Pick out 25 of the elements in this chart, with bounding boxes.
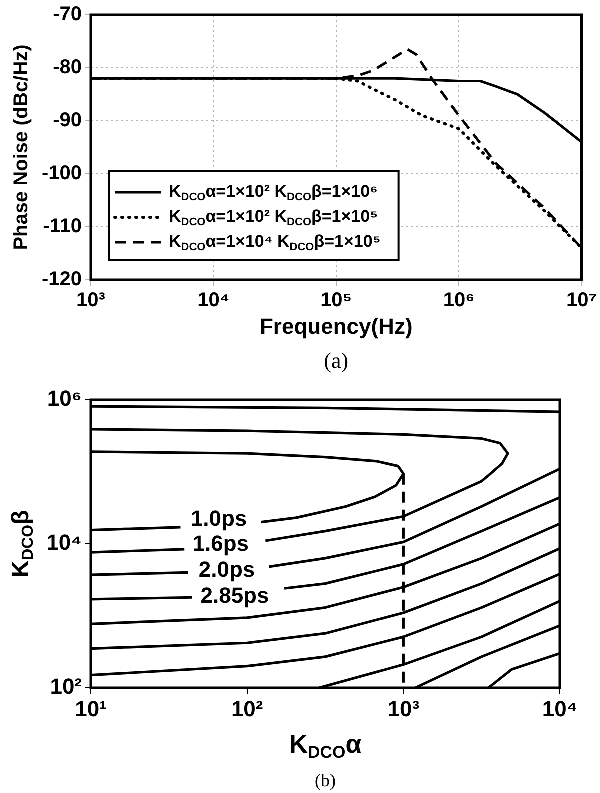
y-axis-title: KDCOβ xyxy=(8,510,38,578)
y-tick-label: -120 xyxy=(42,268,82,291)
text: (a) xyxy=(324,348,349,373)
y-tick-label: 10⁶ xyxy=(47,386,82,412)
x-tick-label: 10⁷ xyxy=(566,290,597,312)
y-tick-label: 10⁴ xyxy=(46,530,82,556)
y-tick-label: -80 xyxy=(53,56,82,79)
annotation: 1.6ps xyxy=(192,530,250,556)
y-tick-label: -70 xyxy=(53,4,82,26)
y-tick-label: -110 xyxy=(43,216,82,238)
annotation: 2.0ps xyxy=(198,557,256,582)
y-axis-title: Phase Noise (dBc/Hz) xyxy=(10,44,33,250)
x-tick-label: 10⁵ xyxy=(320,290,352,312)
x-tick-label: 10⁶ xyxy=(443,290,475,312)
annotation: 1.0ps xyxy=(190,506,248,532)
y-tick-label: -100 xyxy=(42,162,82,185)
text: (b) xyxy=(315,770,336,791)
x-tick-label: 10⁴ xyxy=(542,696,578,722)
x-tick-label: 10³ xyxy=(76,290,106,312)
x-tick-label: 10⁴ xyxy=(198,290,230,312)
x-tick-label: 10² xyxy=(231,696,264,722)
y-tick-label: -90 xyxy=(53,110,82,132)
x-axis-title: Frequency(Hz) xyxy=(260,314,413,340)
x-tick-label: 10³ xyxy=(388,696,420,722)
annotation: 2.85ps xyxy=(200,583,270,608)
